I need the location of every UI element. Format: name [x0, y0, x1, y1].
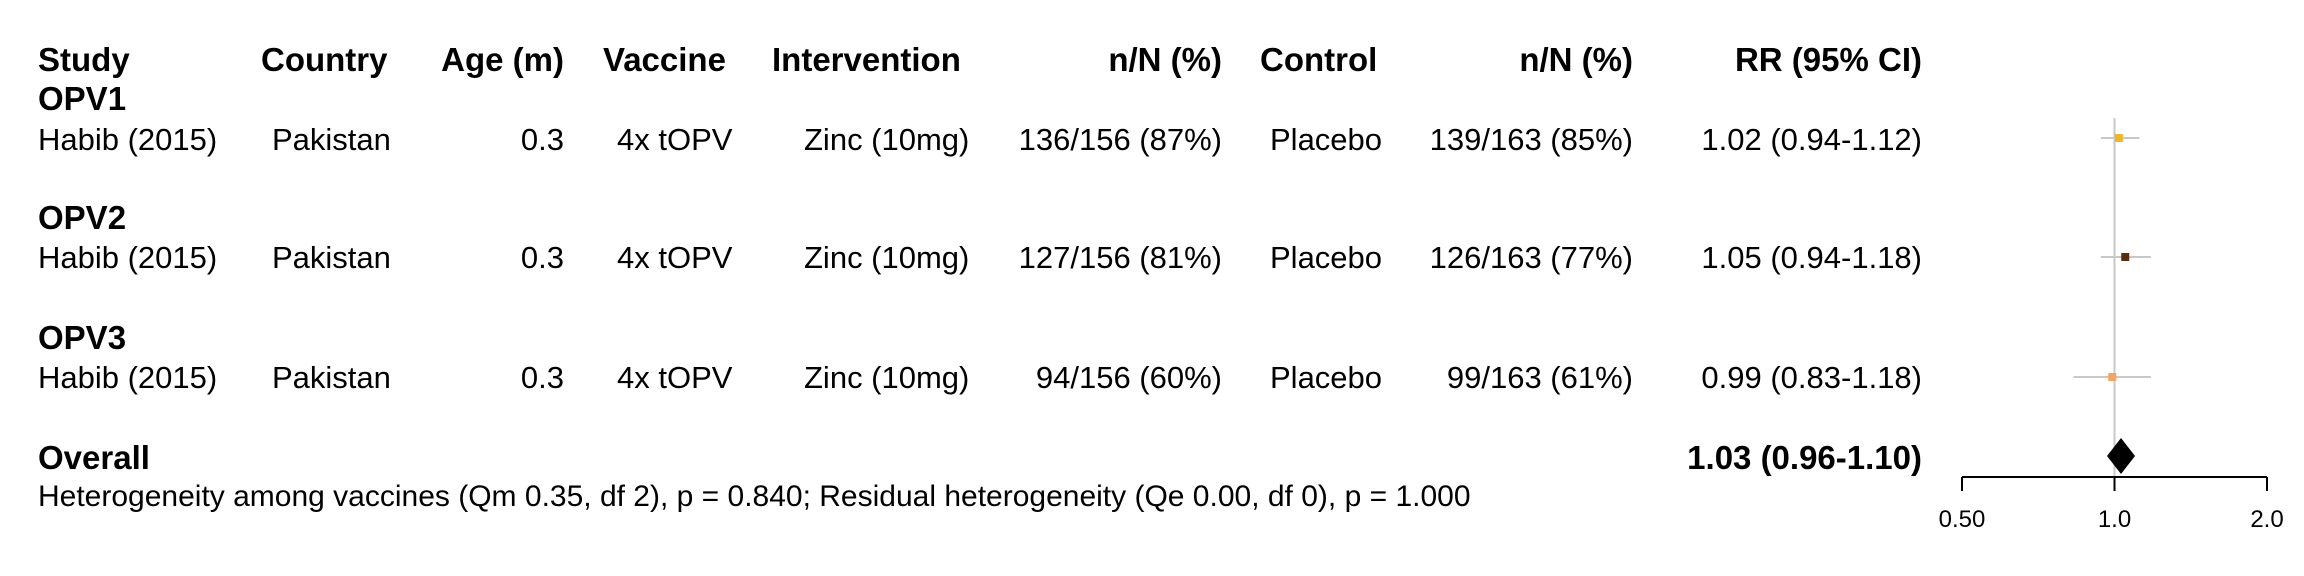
row-rr: 1.02 (0.94-1.12) — [1701, 122, 1922, 157]
row-control-nn: 139/163 (85%) — [1429, 122, 1633, 157]
overall-rr: 1.03 (0.96-1.10) — [1687, 439, 1922, 476]
row-rr: 1.05 (0.94-1.18) — [1701, 240, 1922, 275]
row-intervention-nn: 94/156 (60%) — [1035, 360, 1222, 395]
group-label-opv2: OPV2 — [38, 199, 127, 236]
row-control-nn: 126/163 (77%) — [1429, 240, 1633, 275]
x-tick-label: 0.50 — [1939, 506, 1986, 533]
header-control-nn: n/N (%) — [1519, 41, 1633, 78]
x-tick-label: 2.0 — [2250, 506, 2283, 533]
row-control: Placebo — [1270, 360, 1383, 395]
header-vaccine: Vaccine — [603, 41, 726, 78]
row-intervention-nn: 127/156 (81%) — [1018, 240, 1222, 275]
row-country: Pakistan — [272, 240, 391, 275]
row-age: 0.3 — [520, 240, 564, 275]
row-age: 0.3 — [520, 360, 564, 395]
overall-label: Overall — [38, 439, 150, 476]
header-intervention-nn: n/N (%) — [1108, 41, 1222, 78]
row-vaccine: 4x tOPV — [617, 360, 733, 395]
row-rr: 0.99 (0.83-1.18) — [1701, 360, 1922, 395]
header-intervention: Intervention — [772, 41, 961, 78]
row-intervention-nn: 136/156 (87%) — [1018, 122, 1222, 157]
header-country: Country — [261, 41, 388, 78]
point-estimate-opv1 — [2114, 134, 2123, 142]
x-tick-label: 1.0 — [2098, 506, 2131, 533]
row-study: Habib (2015) — [38, 122, 218, 157]
row-vaccine: 4x tOPV — [617, 240, 733, 275]
point-estimate-opv3 — [2108, 373, 2117, 381]
header-rr: RR (95% CI) — [1734, 41, 1922, 78]
header-study: Study — [38, 41, 130, 78]
row-vaccine: 4x tOPV — [617, 122, 733, 157]
overall-diamond — [2107, 438, 2136, 474]
row-country: Pakistan — [272, 360, 391, 395]
row-control: Placebo — [1270, 240, 1383, 275]
header-control: Control — [1260, 41, 1378, 78]
heterogeneity-note: Heterogeneity among vaccines (Qm 0.35, d… — [38, 480, 1471, 513]
group-label-opv3: OPV3 — [38, 319, 127, 356]
row-intervention: Zinc (10mg) — [804, 360, 970, 395]
row-intervention: Zinc (10mg) — [804, 122, 970, 157]
row-country: Pakistan — [272, 122, 391, 157]
row-study: Habib (2015) — [38, 240, 218, 275]
row-study: Habib (2015) — [38, 360, 218, 395]
row-intervention: Zinc (10mg) — [804, 240, 970, 275]
row-control-nn: 99/163 (61%) — [1446, 360, 1633, 395]
row-control: Placebo — [1270, 122, 1383, 157]
row-age: 0.3 — [520, 122, 564, 157]
point-estimate-opv2 — [2121, 253, 2130, 261]
group-label-opv1: OPV1 — [38, 80, 127, 117]
header-age: Age (m) — [441, 41, 564, 78]
